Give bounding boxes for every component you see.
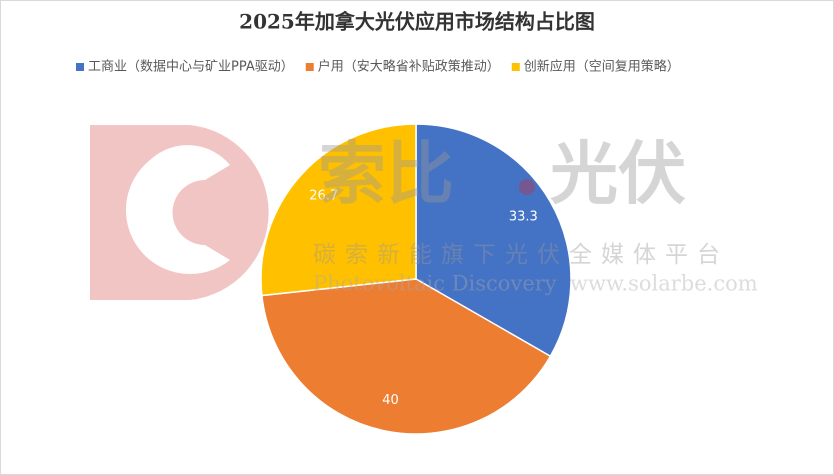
legend-label: 工商业（数据中心与矿业PPA驱动） (88, 60, 294, 75)
data-label: 33.3 (509, 209, 538, 224)
english-name: Photovoltaic Discovery (313, 272, 557, 296)
legend-swatch (305, 63, 314, 71)
data-label: 40 (382, 393, 399, 408)
legend-label: 户用（安大略省补贴政策推动） (318, 59, 500, 75)
brand-left: 索比 (318, 135, 454, 215)
legend-label: 创新应用（空间复用策略） (524, 59, 680, 75)
slogan: 碳索新能旗下光伏全媒体平台 (313, 242, 729, 268)
pie-slice (260, 123, 417, 297)
pie: 33.3 40 26.7 (260, 123, 572, 435)
website: www.solarbe.com (570, 272, 758, 296)
watermark: 索比 光伏 碳索新能旗下光伏全媒体平台 Photovoltaic Discove… (90, 125, 758, 300)
brand-right: 光伏 (550, 135, 686, 215)
pie-slice (415, 123, 572, 358)
brand-dot (519, 179, 535, 195)
chart-title: 2025年加拿大光伏应用市场结构占比图 (239, 10, 595, 34)
legend-swatch (511, 63, 520, 71)
data-label: 26.7 (309, 189, 338, 204)
pie-slice (261, 278, 552, 435)
legend: 工商业（数据中心与矿业PPA驱动） 户用（安大略省补贴政策推动） 创新应用（空间复用… (76, 59, 680, 75)
logo-cutout (125, 145, 230, 275)
logo-shape (90, 125, 269, 300)
legend-swatch (76, 63, 84, 71)
